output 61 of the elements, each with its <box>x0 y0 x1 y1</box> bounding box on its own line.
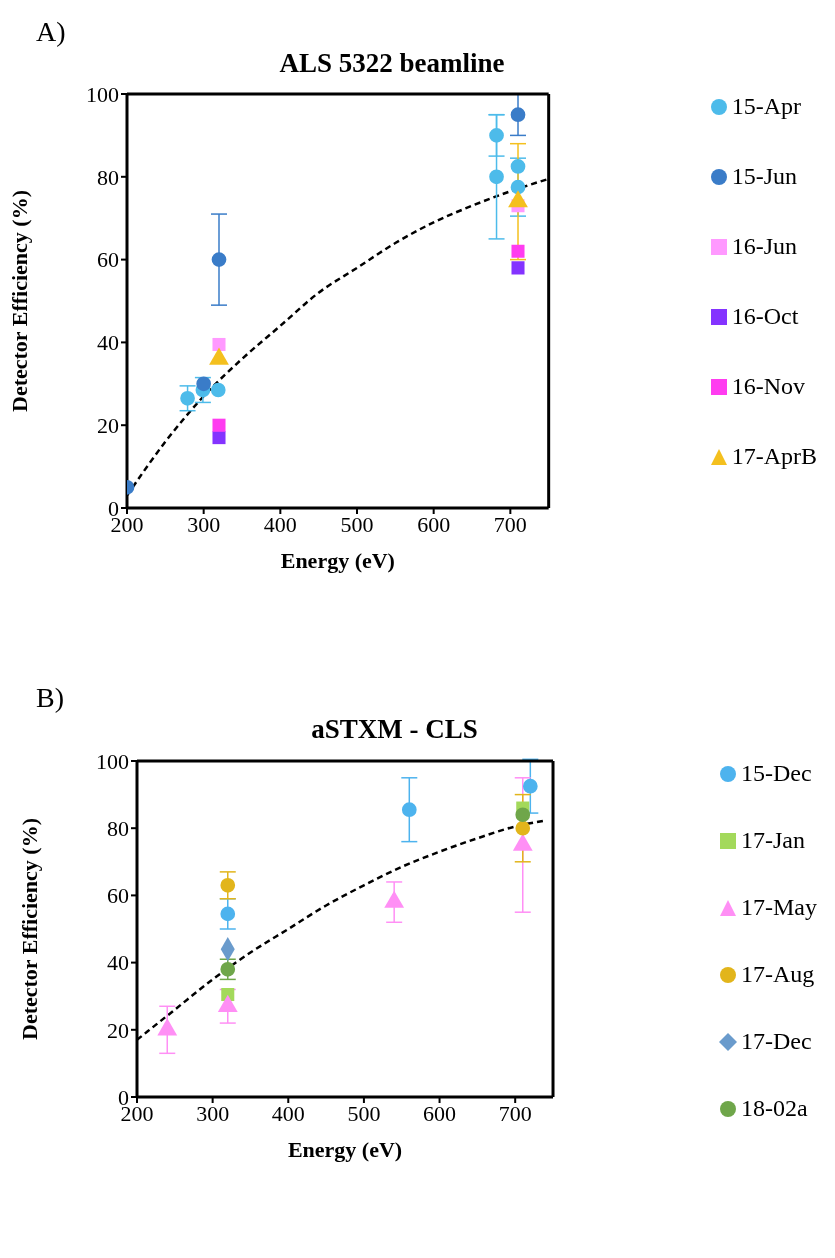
point <box>210 382 226 398</box>
legend-label: 16-Jun <box>731 233 798 260</box>
point <box>510 159 526 174</box>
text: B) <box>36 682 64 714</box>
point <box>212 337 226 351</box>
x-tick-label: 600 <box>423 1100 457 1126</box>
x-tick-label: 400 <box>263 511 297 537</box>
point <box>220 906 236 922</box>
legend-label: 15-Jun <box>731 163 798 190</box>
point <box>515 807 531 823</box>
legend-label: 17-May <box>741 894 817 921</box>
legend-label: 17-AprB <box>731 443 817 470</box>
x-tick-label: 700 <box>498 1100 532 1126</box>
x-tick-label: 300 <box>187 511 221 537</box>
x-tick-label: 700 <box>493 511 527 537</box>
text: A) <box>36 16 66 48</box>
y-tick-label: 60 <box>107 883 129 909</box>
legend-label: 15-Apr <box>731 93 801 120</box>
chart-title: aSTXM - CLS <box>310 714 479 745</box>
y-tick-label: 80 <box>97 164 119 190</box>
point <box>511 244 525 258</box>
x-tick-label: 500 <box>347 1100 381 1126</box>
y-axis-title: Detector Efficiency (%) <box>16 818 42 1040</box>
y-axis-title: Detector Efficiency (%) <box>6 190 32 412</box>
point <box>212 418 226 432</box>
chart-title: ALS 5322 beamline <box>278 48 506 79</box>
point <box>180 390 195 406</box>
y-tick-label: 20 <box>107 1017 129 1043</box>
x-tick-label: 400 <box>271 1100 305 1126</box>
legend-label: 17-Jan <box>741 827 805 854</box>
x-axis-title: Energy (eV) <box>287 1137 403 1162</box>
y-tick-label: 20 <box>97 413 119 439</box>
legend-label: 17-Aug <box>741 961 815 988</box>
legend-label: 17-Dec <box>741 1028 812 1055</box>
legend-label: 16-Oct <box>731 303 799 330</box>
point <box>511 261 525 275</box>
point <box>489 169 504 185</box>
y-tick-label: 60 <box>97 247 119 273</box>
legend-label: 15-Dec <box>741 760 812 787</box>
point <box>515 820 531 836</box>
x-axis-title: Energy (eV) <box>280 548 395 573</box>
x-tick-label: 300 <box>196 1100 230 1126</box>
y-tick-label: 100 <box>96 748 129 774</box>
point <box>510 179 526 195</box>
point <box>196 376 212 392</box>
x-tick-label: 500 <box>340 511 374 537</box>
point <box>220 961 236 977</box>
y-tick-label: 40 <box>107 950 129 976</box>
x-tick-label: 600 <box>417 511 451 537</box>
legend-label: 16-Nov <box>731 373 805 400</box>
legend-label: 18-02a <box>741 1095 808 1122</box>
point <box>220 877 236 893</box>
point <box>510 107 526 123</box>
y-tick-label: 80 <box>107 816 129 842</box>
y-tick-label: 40 <box>97 330 119 356</box>
point <box>211 252 227 267</box>
point <box>401 802 417 818</box>
point <box>522 778 538 794</box>
point <box>212 431 226 445</box>
point <box>489 128 504 143</box>
y-tick-label: 100 <box>86 81 119 107</box>
